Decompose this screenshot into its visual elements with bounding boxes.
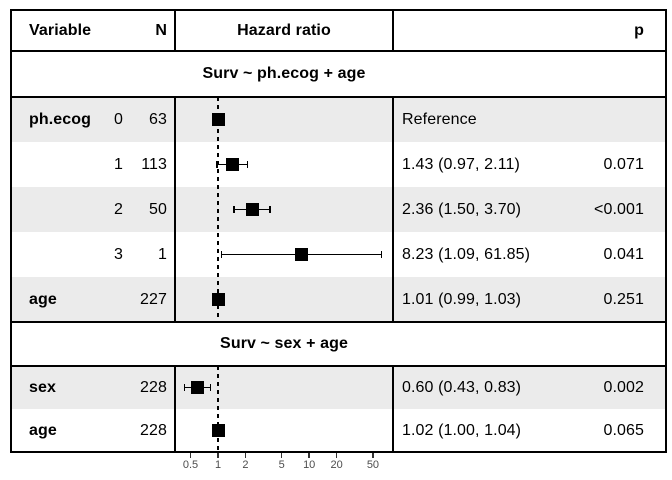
row-shading [11,187,666,232]
row-level: 2 [114,201,123,218]
row-shading [11,97,666,142]
table-right-border [665,9,667,453]
axis-tick-label: 50 [366,459,380,471]
ci-cap-left [220,251,223,258]
hr-marker [294,248,308,261]
row-n: 50 [149,201,167,218]
axis-tick [308,453,310,458]
row-variable-label: sex [29,379,56,396]
axis-tick [189,453,192,458]
row-estimate: 1.01 (0.99, 1.03) [402,291,522,308]
hr-marker [211,293,225,306]
ci-cap-left [183,384,186,391]
row-level: 0 [114,111,123,128]
row-n: 228 [140,379,167,396]
ci-cap-right [209,384,212,391]
hr-marker [225,158,239,171]
row-n: 113 [141,156,167,173]
column-divider [174,10,176,51]
row-variable-label: ph.ecog [29,111,92,128]
axis-tick-label: 10 [303,459,316,471]
row-level: 3 [114,246,123,263]
row-estimate: 8.23 (1.09, 61.85) [402,246,531,263]
ci-cap-right [380,251,383,258]
axis-tick-label: 0.5 [182,459,199,471]
column-divider [392,10,394,51]
axis-tick-label: 20 [330,459,343,471]
hr-marker [191,381,205,394]
ci-cap-left [216,161,218,168]
section-title-bottom-border [10,365,667,367]
ci-cap-right [246,161,249,168]
axis-tick [335,453,338,458]
axis-tick-label: 2 [242,459,249,471]
column-divider [392,366,394,452]
section-title-bottom-border [10,96,667,98]
axis-tick [217,453,219,458]
row-variable-label: age [29,291,57,308]
row-estimate: 1.43 (0.97, 2.11) [402,156,520,173]
row-shading [11,277,666,322]
row-level: 1 [114,156,123,173]
hr-marker [245,203,259,216]
ci-cap-left [233,206,235,213]
section-title: Surv ~ ph.ecog + age [202,65,366,82]
row-p-value: 0.251 [603,291,644,308]
row-n: 63 [149,111,167,128]
axis-tick-label: 1 [214,459,222,471]
table-bottom-border [10,451,667,453]
row-n: 227 [140,291,167,308]
column-divider [174,366,176,452]
row-p-value: 0.071 [603,156,644,173]
reference-line [217,97,219,322]
row-estimate: Reference [402,111,477,128]
section-title: Surv ~ sex + age [220,335,348,352]
axis-tick [280,453,283,458]
row-estimate: 1.02 (1.00, 1.04) [402,422,522,439]
row-estimate: 0.60 (0.43, 0.83) [402,379,522,396]
row-p-value: 0.002 [603,379,644,396]
row-variable-label: age [29,422,57,439]
axis-tick [244,453,247,458]
column-header-p: p [634,22,644,39]
column-header-variable: Variable [29,22,92,39]
column-divider [174,97,176,322]
section-bottom-border [10,321,667,323]
hr-marker [212,424,226,437]
row-p-value: <0.001 [594,201,644,218]
reference-line [217,366,219,452]
hr-marker [211,113,225,126]
row-shading [11,366,666,409]
row-p-value: 0.065 [603,422,644,439]
table-top-border [10,9,667,11]
row-n: 1 [158,246,167,263]
column-divider [392,97,394,322]
column-header-n: N [155,22,167,39]
axis-tick-label: 5 [278,459,285,471]
row-estimate: 2.36 (1.50, 3.70) [402,201,522,218]
ci-cap-right [269,206,271,213]
row-p-value: 0.041 [603,246,644,263]
header-bottom-border [10,50,667,52]
axis-tick [372,453,374,458]
row-n: 228 [140,422,167,439]
table-left-border [10,9,12,453]
column-header-hazard-ratio: Hazard ratio [237,22,331,39]
